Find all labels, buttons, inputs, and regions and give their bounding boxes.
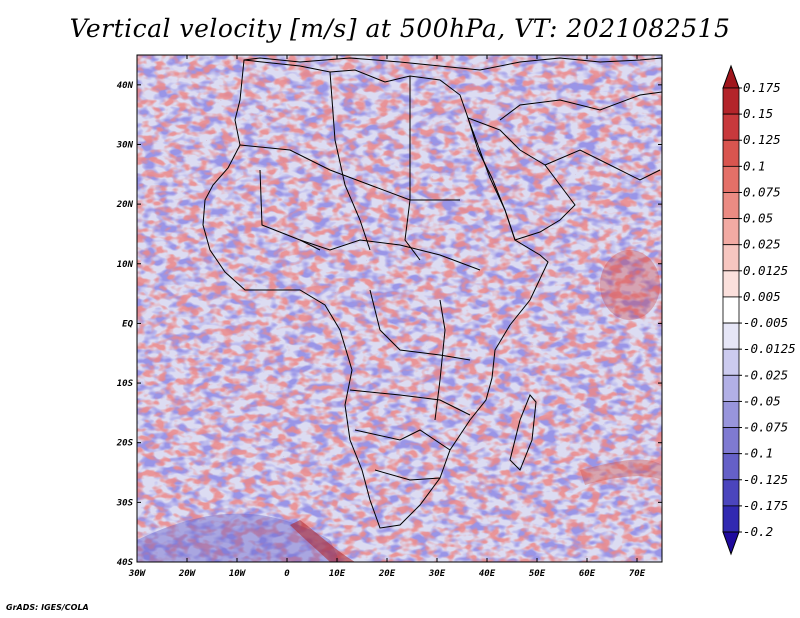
colorbar-box <box>722 139 740 167</box>
velocity-field <box>137 55 662 562</box>
colorbar-box <box>722 427 740 455</box>
lat-label: 20S <box>116 439 134 449</box>
colorbar-label: 0.005 <box>743 289 781 304</box>
colorbar-label: -0.075 <box>743 420 788 435</box>
colorbar-box <box>722 505 740 533</box>
lat-label: 20N <box>116 200 134 210</box>
colorbar-label: 0.05 <box>743 211 773 226</box>
colorbar-label: -0.0125 <box>743 341 796 356</box>
lon-label: 20E <box>378 569 396 579</box>
lon-label: 10W <box>229 569 247 579</box>
colorbar-top-arrow <box>722 64 740 89</box>
lat-label: 40S <box>117 558 134 568</box>
colorbar-box <box>722 374 740 402</box>
colorbar-label: 0.1 <box>743 158 766 173</box>
colorbar-label: -0.125 <box>743 472 788 487</box>
colorbar-box <box>722 479 740 507</box>
colorbar-label: 0.125 <box>743 132 781 147</box>
lon-label: 10E <box>329 569 346 579</box>
colorbar-label: -0.175 <box>743 498 788 513</box>
colorbar-bottom-arrow <box>722 531 740 556</box>
lat-label: 30S <box>116 498 134 508</box>
colorbar-box <box>722 296 740 324</box>
colorbar: 0.175 0.15 0.125 0.1 0.075 0.05 0.025 0.0125 0.0… <box>722 64 796 556</box>
colorbar-box <box>722 218 740 246</box>
colorbar-box <box>722 165 740 193</box>
lat-label: 10S <box>117 379 134 389</box>
colorbar-box <box>722 401 740 428</box>
colorbar-label: 0.175 <box>743 80 781 95</box>
colorbar-label: -0.025 <box>743 367 788 382</box>
lon-label: 60E <box>579 569 596 579</box>
colorbar-box <box>722 348 740 376</box>
colorbar-label: -0.1 <box>743 446 773 461</box>
colorbar-label: 0.025 <box>743 237 781 252</box>
plot-frame <box>136 54 663 563</box>
lon-label: 0 <box>284 569 290 579</box>
lon-label: 30W <box>128 569 147 579</box>
colorbar-box <box>722 192 740 219</box>
colorbar-label: 0.0125 <box>743 263 788 278</box>
lon-label: 50E <box>529 569 546 579</box>
map-title: Vertical velocity [m/s] at 500hPa, VT: 2… <box>69 14 731 43</box>
coastlines <box>202 57 662 529</box>
colorbar-box <box>722 453 740 481</box>
lat-label: 10N <box>117 260 134 270</box>
colorbar-label: 0.075 <box>743 184 781 199</box>
colorbar-box <box>722 270 740 298</box>
colorbar-box <box>722 113 740 141</box>
map-figure: 30W 20W 10W 0 10E 20E 30E 40E 50E 60E 70E 40N 30N 20… <box>116 54 796 579</box>
colorbar-box <box>722 87 740 115</box>
lat-label: 40N <box>117 81 134 91</box>
lat-axis: 40N 30N 20N 10N EQ 10S 20S 30S 40S <box>116 81 662 568</box>
colorbar-label: -0.2 <box>743 524 773 539</box>
lon-label: 20W <box>178 569 197 579</box>
lon-axis: 30W 20W 10W 0 10E 20E 30E 40E 50E 60E 70E <box>128 55 646 579</box>
lon-label: 70E <box>629 569 646 579</box>
lon-label: 30E <box>428 569 446 579</box>
colorbar-label: 0.15 <box>743 106 773 121</box>
lon-label: 40E <box>479 569 496 579</box>
colorbar-label: -0.005 <box>743 315 788 330</box>
colorbar-label: -0.05 <box>743 393 781 408</box>
colorbar-box <box>722 322 740 350</box>
credit-label: GrADS: IGES/COLA <box>6 603 89 612</box>
lat-label: EQ <box>122 319 133 329</box>
colorbar-box <box>722 244 740 272</box>
lat-label: 30N <box>116 140 134 150</box>
